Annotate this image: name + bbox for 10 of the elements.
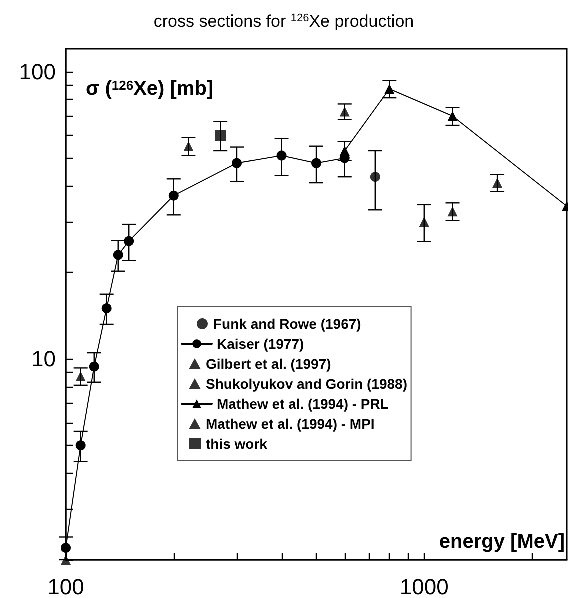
legend-label: Mathew et al. (1994) - PRL	[217, 396, 390, 412]
legend-label: Shukolyukov and Gorin (1988)	[206, 376, 408, 392]
y-tick-label: 10	[32, 346, 56, 372]
legend-label: this work	[206, 436, 268, 452]
legend-label: Gilbert et al. (1997)	[206, 356, 332, 372]
x-tick-label: 1000	[400, 574, 449, 598]
x-axis-title: energy [MeV]	[439, 531, 565, 553]
legend-label: Funk and Rowe (1967)	[214, 316, 362, 332]
legend-label: Mathew et al. (1994) - MPI	[206, 416, 375, 432]
legend-label: Kaiser (1977)	[217, 336, 304, 352]
